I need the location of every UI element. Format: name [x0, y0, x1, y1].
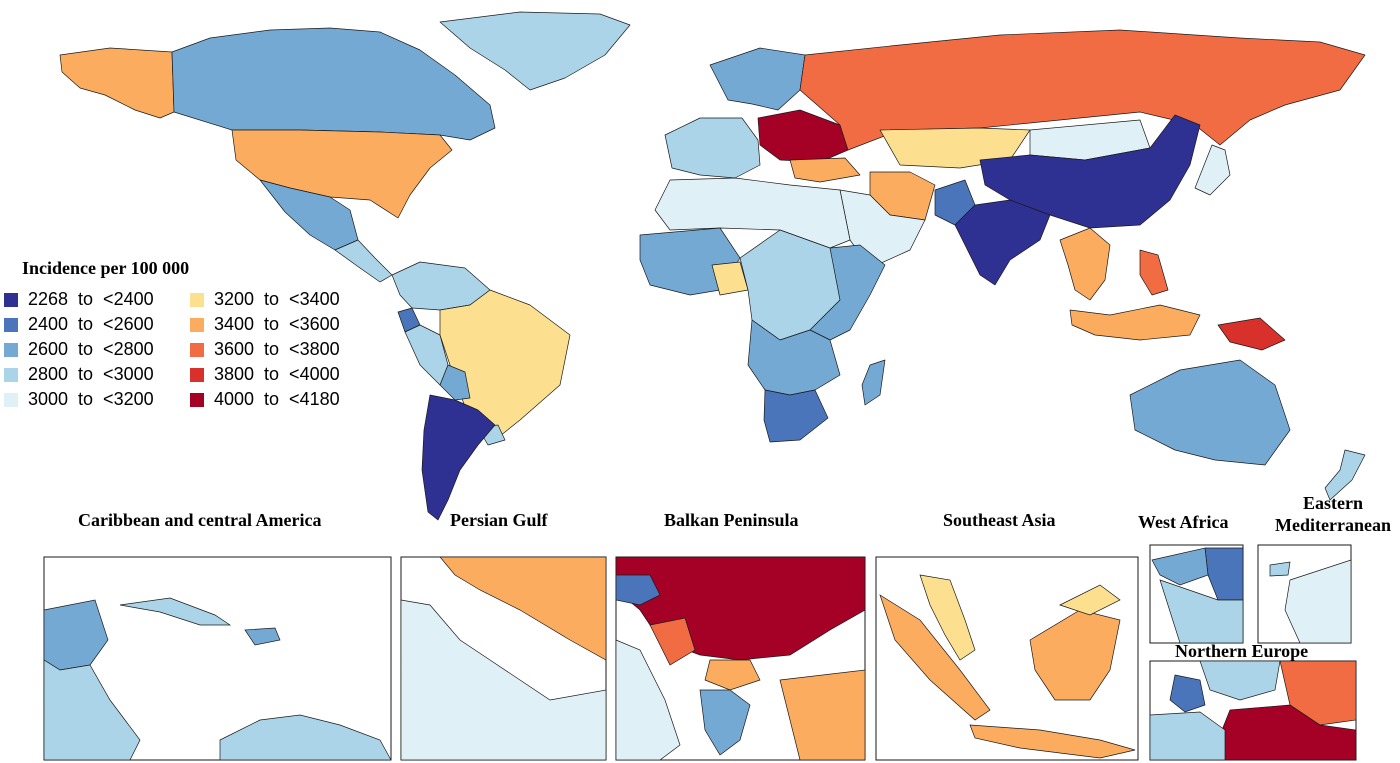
inset-contents: [43, 547, 1357, 761]
inset-title-southeast-asia: Southeast Asia: [943, 510, 1056, 530]
region-ukraine-belarus: [757, 109, 849, 163]
legend-item: 2800 to <3000: [4, 364, 190, 385]
inset-gulf-arabia: [400, 599, 607, 761]
region-new-zealand: [1324, 449, 1366, 501]
legend-label: 3200 to <3400: [214, 289, 340, 309]
inset-frame-southeast-asia: [875, 556, 1139, 761]
inset-sea-sumatra: [879, 594, 991, 721]
region-bolivia: [439, 364, 471, 401]
legend-item: 3200 to <3400: [190, 289, 376, 310]
inset-gulf-iran: [439, 556, 607, 661]
region-western-europe: [664, 117, 761, 179]
inset-title-caribbean: Caribbean and central America: [78, 510, 322, 530]
legend-label: 3000 to <3200: [28, 389, 154, 409]
region-greenland: [439, 11, 631, 91]
region-madagascar: [861, 359, 886, 406]
region-australia: [1129, 359, 1291, 466]
inset-title-balkan: Balkan Peninsula: [664, 510, 799, 530]
world-map-regions: [59, 11, 1366, 521]
inset-title-persian-gulf: Persian Gulf: [450, 510, 548, 530]
legend-swatch: [4, 317, 18, 332]
inset-title-west-africa: West Africa: [1138, 512, 1229, 532]
legend-item: 3600 to <3800: [190, 339, 376, 360]
legend-title: Incidence per 100 000: [22, 258, 190, 278]
legend-label: 3400 to <3600: [214, 314, 340, 334]
legend-label: 3600 to <3800: [214, 339, 340, 359]
inset-caribbean-central: [43, 659, 141, 761]
legend-swatch: [4, 342, 18, 357]
legend-label: 3800 to <4000: [214, 364, 340, 384]
inset-sea-malaysia-east: [1059, 584, 1121, 616]
legend-item: 2400 to <2600: [4, 314, 190, 335]
region-indonesia: [1069, 304, 1201, 341]
inset-caribbean-venezuela: [219, 714, 392, 761]
legend-swatch: [190, 292, 204, 307]
region-east-africa: [809, 244, 886, 341]
legend-label: 2800 to <3000: [28, 364, 154, 384]
legend-item: 3400 to <3600: [190, 314, 376, 335]
inset-em-levant: [1284, 559, 1352, 644]
inset-ne-baltic: [1279, 660, 1357, 726]
region-canada: [171, 27, 496, 141]
inset-caribbean-mexico: [43, 599, 109, 671]
inset-balkan-croatia: [615, 574, 661, 606]
inset-caribbean-cuba: [119, 597, 232, 626]
region-scandinavia: [709, 47, 806, 111]
inset-ne-germany: [1149, 711, 1226, 761]
inset-balkan-italy: [615, 639, 681, 761]
inset-ne-sweden: [1199, 660, 1281, 701]
legend-item: 3000 to <3200: [4, 389, 190, 410]
region-philippines: [1139, 249, 1169, 296]
inset-wa-guinea: [1159, 579, 1244, 644]
legend-label: 4000 to <4180: [214, 389, 340, 409]
region-alaska: [59, 47, 175, 119]
legend-item: 3800 to <4000: [190, 364, 376, 385]
inset-balkan-ukraine: [615, 556, 866, 661]
legend-swatch: [190, 367, 204, 382]
region-papua: [1217, 317, 1286, 351]
legend-items: 2268 to <2400 3200 to <3400 2400 to <2600 3…: [4, 289, 376, 410]
legend-swatch: [4, 292, 18, 307]
legend-swatch: [4, 392, 18, 407]
inset-balkan-turkey: [779, 669, 866, 761]
legend-swatch: [4, 367, 18, 382]
region-southeast-asia: [1059, 227, 1111, 301]
inset-title-northern-europe: Northern Europe: [1175, 641, 1309, 661]
legend-item: 2268 to <2400: [4, 289, 190, 310]
inset-balkan-bulgaria: [704, 659, 761, 691]
inset-sea-borneo: [1029, 609, 1121, 701]
region-argentina-chile: [421, 394, 496, 521]
inset-wa-mali: [1204, 547, 1244, 601]
inset-wa-senegal: [1151, 547, 1209, 586]
region-turkey: [789, 157, 861, 183]
region-india: [954, 199, 1051, 286]
legend-swatch: [190, 342, 204, 357]
region-sahel: [639, 227, 741, 296]
inset-em-cyprus: [1269, 561, 1291, 577]
legend: Incidence per 100 000 2268 to <2400 3200 …: [4, 258, 376, 410]
inset-ne-denmark: [1169, 674, 1206, 713]
region-japan: [1194, 144, 1231, 196]
region-south-africa: [763, 389, 829, 443]
inset-balkan-bosnia: [649, 617, 696, 666]
legend-label: 2600 to <2800: [28, 339, 154, 359]
legend-swatch: [190, 317, 204, 332]
inset-title-eastern-med: Eastern Mediterranean: [1275, 493, 1391, 535]
legend-item: 2600 to <2800: [4, 339, 190, 360]
legend-label: 2400 to <2600: [28, 314, 154, 334]
legend-label: 2268 to <2400: [28, 289, 154, 309]
legend-swatch: [190, 392, 204, 407]
inset-sea-java: [969, 724, 1136, 759]
inset-sea-thailand: [919, 574, 976, 661]
inset-balkan-greece: [699, 689, 751, 756]
region-southern-africa: [747, 319, 841, 396]
legend-item: 4000 to <4180: [190, 389, 376, 410]
inset-caribbean-hispaniola: [244, 627, 281, 646]
